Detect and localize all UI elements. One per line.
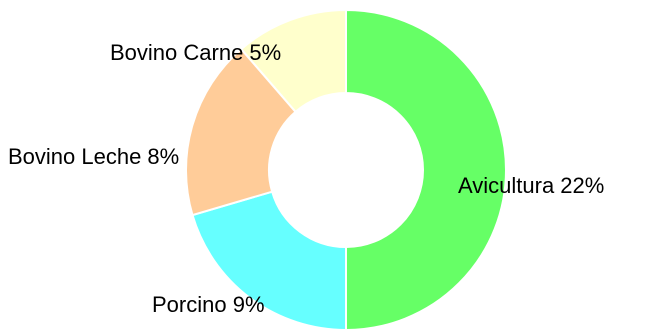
- slice-bovino-carne: [239, 8, 347, 114]
- slice-label-bovino-leche: Bovino Leche 8%: [8, 144, 179, 169]
- slice-porcino: [191, 190, 347, 332]
- donut-slices: [185, 8, 507, 332]
- slice-labels: Avicultura 22% Porcino 9% Bovino Leche 8% B…: [8, 40, 604, 317]
- slice-avicultura: [345, 8, 507, 332]
- slice-label-avicultura: Avicultura 22%: [458, 173, 604, 198]
- slice-label-bovino-carne: Bovino Carne 5%: [110, 40, 281, 65]
- slice-label-porcino: Porcino 9%: [152, 292, 265, 317]
- slice-bovino-leche: [185, 47, 297, 217]
